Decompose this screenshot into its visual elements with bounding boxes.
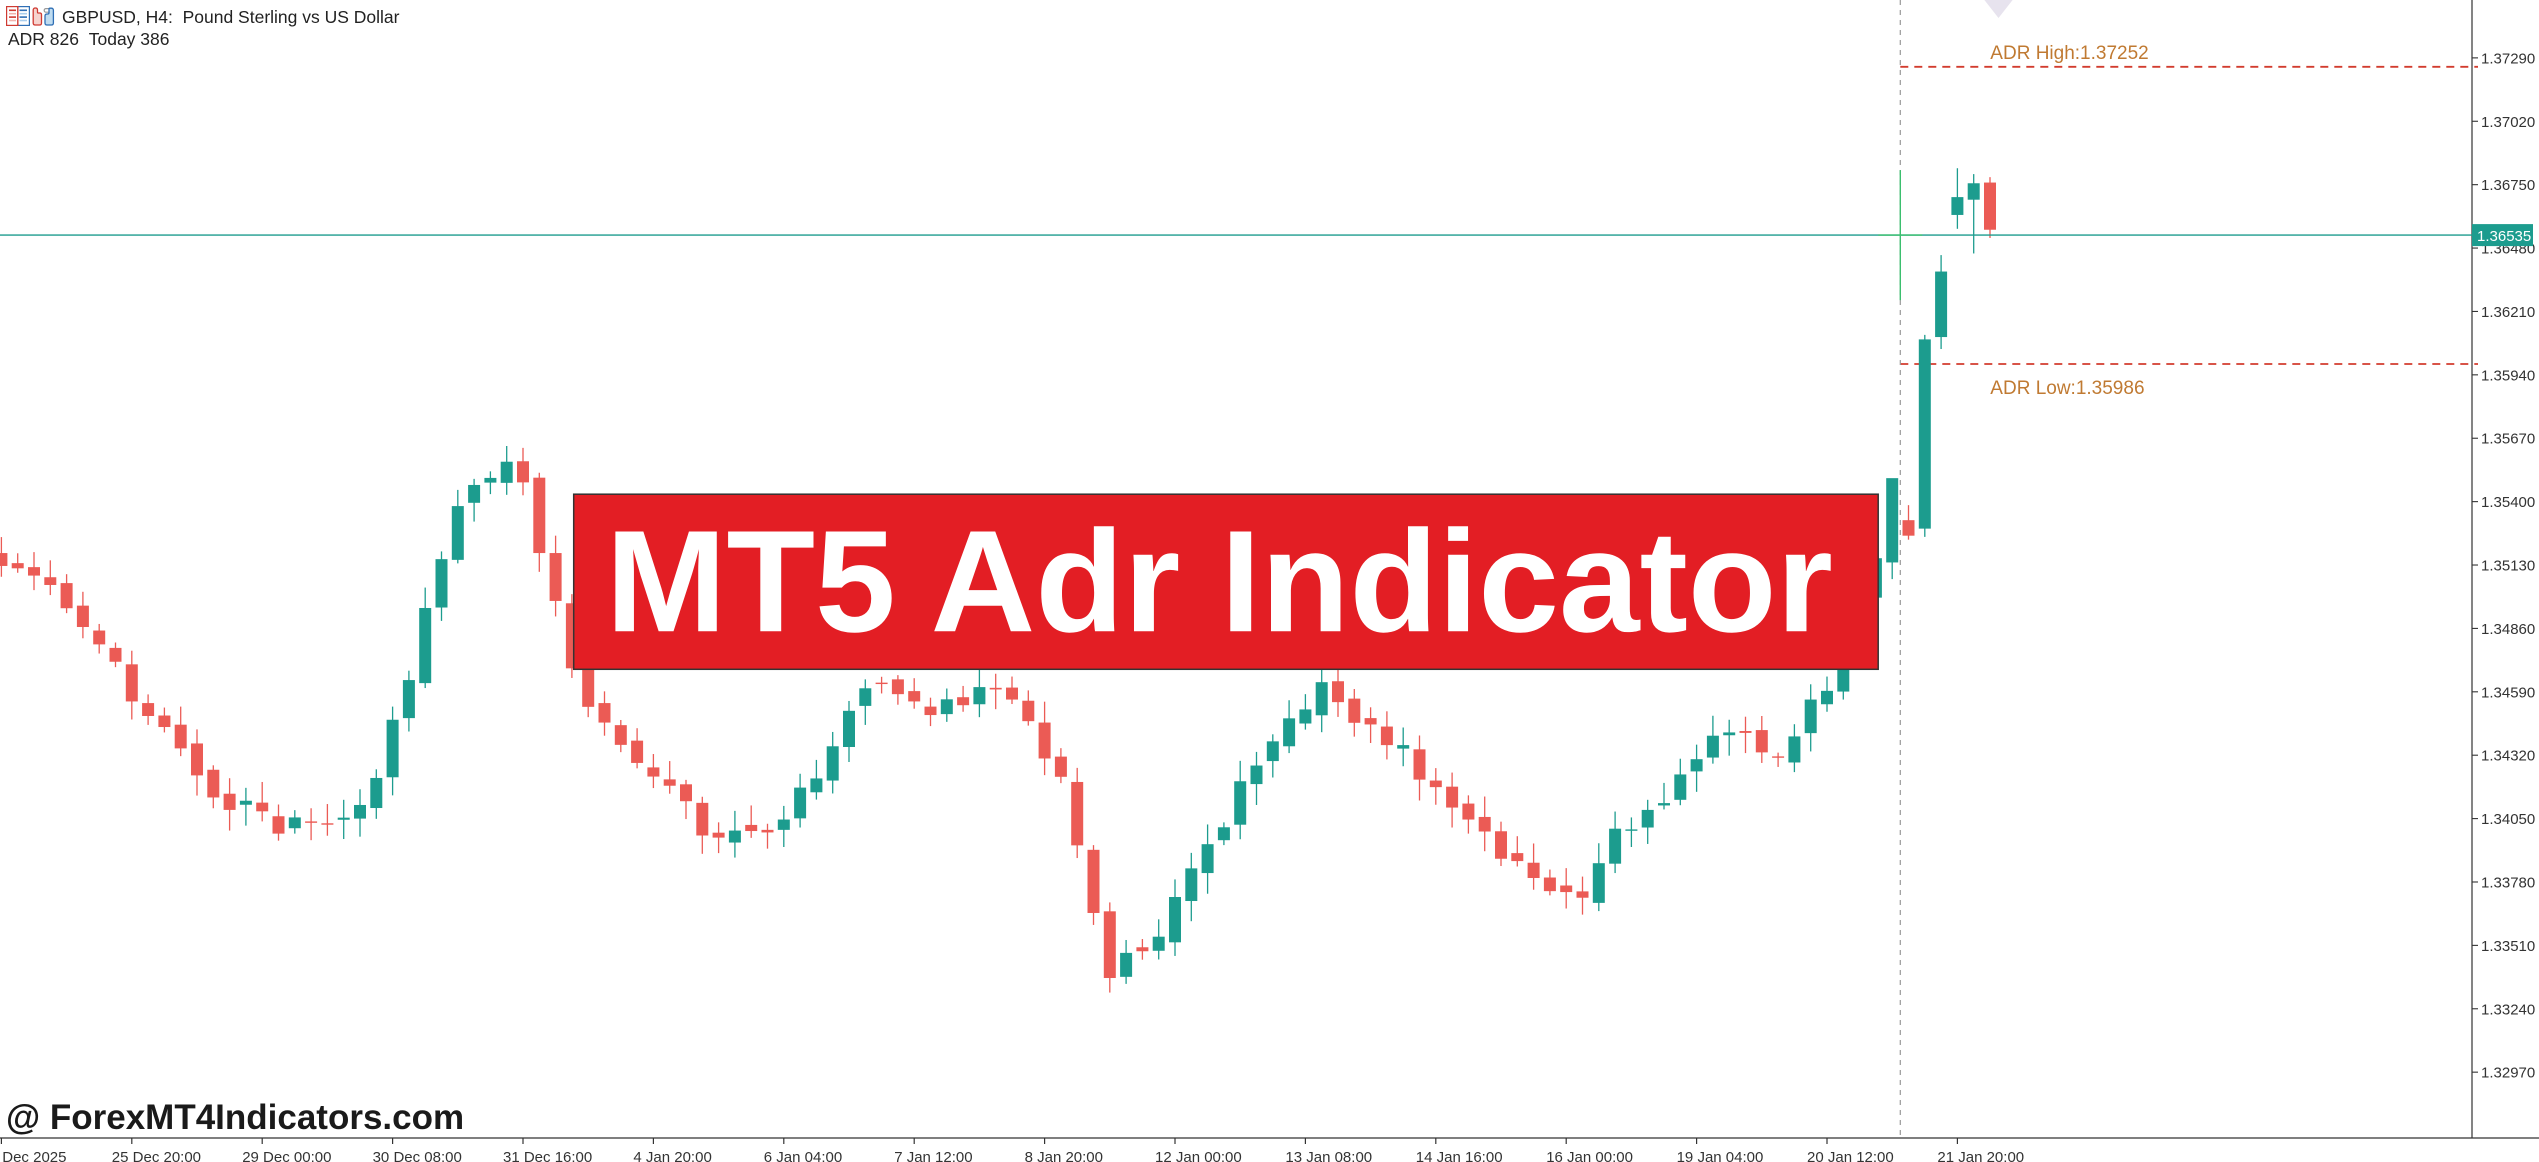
svg-text:1.33780: 1.33780 [2481, 874, 2535, 891]
svg-text:1.37290: 1.37290 [2481, 50, 2535, 67]
svg-text:31 Dec 16:00: 31 Dec 16:00 [503, 1149, 592, 1162]
svg-text:ADR High:1.37252: ADR High:1.37252 [1990, 43, 2148, 64]
svg-text:1.32970: 1.32970 [2481, 1065, 2535, 1082]
svg-text:29 Dec 00:00: 29 Dec 00:00 [242, 1149, 331, 1162]
svg-text:12 Jan 00:00: 12 Jan 00:00 [1155, 1149, 1242, 1162]
svg-text:ADR Low:1.35986: ADR Low:1.35986 [1990, 378, 2144, 399]
svg-text:1.35670: 1.35670 [2481, 431, 2535, 448]
svg-text:MT5 Adr Indicator: MT5 Adr Indicator [606, 500, 1833, 662]
svg-text:16 Jan 00:00: 16 Jan 00:00 [1546, 1149, 1633, 1162]
svg-text:4 Jan 20:00: 4 Jan 20:00 [633, 1149, 711, 1162]
svg-text:19 Jan 04:00: 19 Jan 04:00 [1677, 1149, 1764, 1162]
svg-text:13 Jan 08:00: 13 Jan 08:00 [1285, 1149, 1372, 1162]
svg-text:1.35400: 1.35400 [2481, 494, 2535, 511]
svg-text:21 Jan 20:00: 21 Jan 20:00 [1937, 1149, 2024, 1162]
svg-text:6 Jan 04:00: 6 Jan 04:00 [764, 1149, 842, 1162]
svg-text:1.36210: 1.36210 [2481, 304, 2535, 321]
svg-text:1.37020: 1.37020 [2481, 114, 2535, 131]
svg-text:1.34050: 1.34050 [2481, 811, 2535, 828]
svg-text:20 Jan 12:00: 20 Jan 12:00 [1807, 1149, 1894, 1162]
svg-text:1.35940: 1.35940 [2481, 367, 2535, 384]
svg-text:30 Dec 08:00: 30 Dec 08:00 [373, 1149, 462, 1162]
svg-text:14 Jan 16:00: 14 Jan 16:00 [1416, 1149, 1503, 1162]
svg-text:1.34320: 1.34320 [2481, 748, 2535, 765]
svg-text:8 Jan 20:00: 8 Jan 20:00 [1025, 1149, 1103, 1162]
svg-text:1.35130: 1.35130 [2481, 558, 2535, 575]
svg-text:24 Dec 2025: 24 Dec 2025 [0, 1149, 66, 1162]
svg-text:1.36535: 1.36535 [2477, 228, 2531, 245]
svg-text:1.36750: 1.36750 [2481, 177, 2535, 194]
svg-text:1.33510: 1.33510 [2481, 938, 2535, 955]
svg-text:1.34860: 1.34860 [2481, 621, 2535, 638]
svg-text:1.33240: 1.33240 [2481, 1001, 2535, 1018]
svg-text:1.34590: 1.34590 [2481, 684, 2535, 701]
svg-text:7 Jan 12:00: 7 Jan 12:00 [894, 1149, 972, 1162]
svg-text:25 Dec 20:00: 25 Dec 20:00 [112, 1149, 201, 1162]
